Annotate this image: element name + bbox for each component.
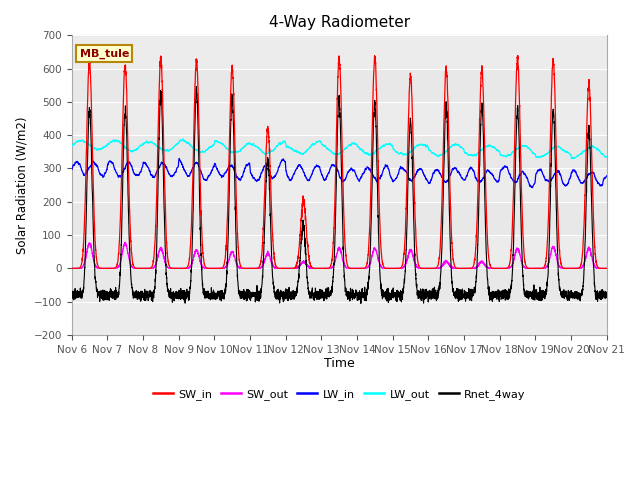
Bar [72, 268, 607, 301]
X-axis label: Time: Time [324, 358, 355, 371]
Bar [72, 69, 607, 102]
Bar [72, 102, 607, 135]
Bar [72, 202, 607, 235]
Bar [72, 235, 607, 268]
Bar [72, 168, 607, 202]
Y-axis label: Solar Radiation (W/m2): Solar Radiation (W/m2) [15, 116, 28, 254]
Legend: SW_in, SW_out, LW_in, LW_out, Rnet_4way: SW_in, SW_out, LW_in, LW_out, Rnet_4way [148, 384, 530, 404]
Bar [72, 301, 607, 335]
Text: MB_tule: MB_tule [79, 49, 129, 59]
Bar [72, 135, 607, 168]
Bar [72, 36, 607, 69]
Title: 4-Way Radiometer: 4-Way Radiometer [269, 15, 410, 30]
